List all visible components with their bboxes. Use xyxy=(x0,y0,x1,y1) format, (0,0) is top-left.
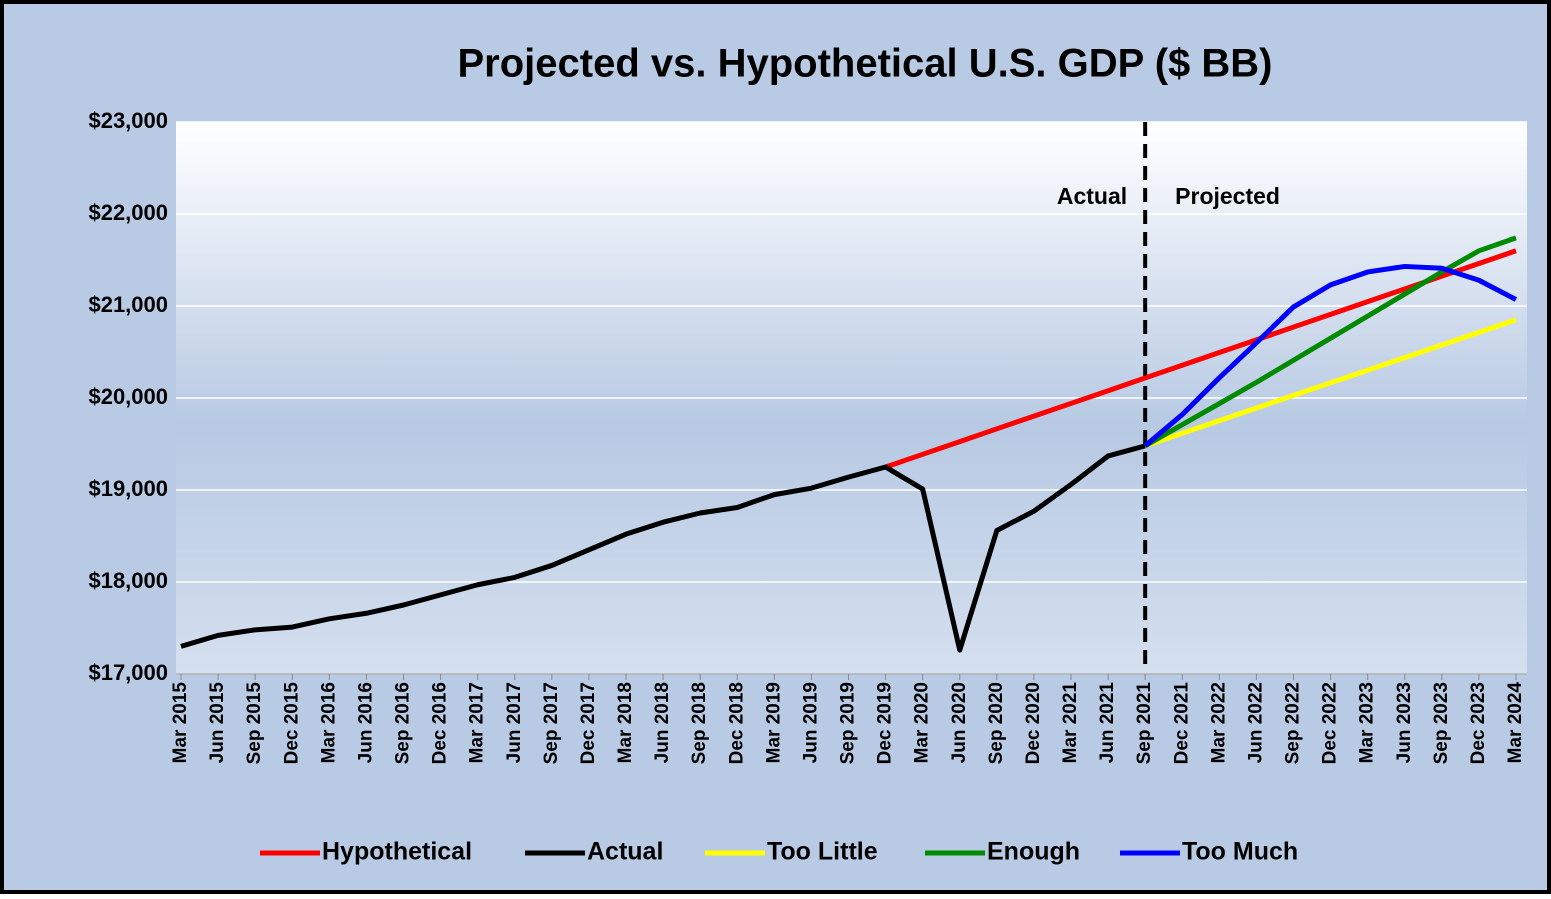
x-tick-label: Jun 2016 xyxy=(355,682,376,763)
x-tick-label: Dec 2020 xyxy=(1023,682,1044,764)
legend-label: Too Little xyxy=(767,838,878,866)
x-tick-label: Dec 2022 xyxy=(1320,682,1341,764)
y-tick-label: $22,000 xyxy=(88,200,168,225)
x-tick-label: Jun 2018 xyxy=(652,682,673,763)
legend-label: Enough xyxy=(987,838,1080,866)
series-line xyxy=(1144,317,1517,449)
x-tick-label: Mar 2023 xyxy=(1357,682,1378,763)
y-tick-label: $21,000 xyxy=(88,292,168,317)
x-tick-label: Mar 2016 xyxy=(318,682,339,763)
legend-label: Too Much xyxy=(1182,838,1298,866)
y-tick-label: $19,000 xyxy=(88,476,168,501)
x-tick-label: Dec 2017 xyxy=(578,682,599,764)
y-tick-label: $17,000 xyxy=(88,660,168,685)
chart-title: Projected vs. Hypothetical U.S. GDP ($ B… xyxy=(457,42,1272,86)
x-tick-label: Sep 2015 xyxy=(244,682,265,765)
legend-label: Hypothetical xyxy=(322,838,472,866)
x-tick-label: Dec 2016 xyxy=(430,682,451,764)
x-tick-label: Sep 2018 xyxy=(689,682,710,764)
x-tick-label: Mar 2021 xyxy=(1060,682,1081,764)
y-tick-label: $23,000 xyxy=(88,108,168,133)
x-tick-label: Dec 2015 xyxy=(281,682,302,765)
y-tick-label: $20,000 xyxy=(88,384,168,409)
x-tick-label: Sep 2023 xyxy=(1431,682,1452,764)
annotation: Projected xyxy=(1175,183,1280,209)
x-tick-label: Sep 2016 xyxy=(393,682,414,764)
y-tick-label: $18,000 xyxy=(88,568,168,593)
x-tick-label: Sep 2021 xyxy=(1134,682,1155,765)
x-tick-label: Jun 2021 xyxy=(1097,682,1118,764)
x-tick-label: Mar 2017 xyxy=(467,682,488,763)
x-tick-label: Sep 2017 xyxy=(541,682,562,764)
x-tick-label: Mar 2022 xyxy=(1208,682,1229,763)
x-tick-label: Jun 2017 xyxy=(504,682,525,763)
x-tick-label: Jun 2020 xyxy=(949,682,970,763)
x-tick-label: Mar 2018 xyxy=(615,682,636,763)
x-tick-label: Mar 2020 xyxy=(912,682,933,763)
series-line xyxy=(1143,235,1517,449)
x-tick-label: Jun 2022 xyxy=(1245,682,1266,763)
x-tick-label: Dec 2019 xyxy=(875,682,896,764)
x-tick-label: Sep 2022 xyxy=(1283,682,1304,764)
x-tick-label: Jun 2019 xyxy=(800,682,821,763)
x-tick-label: Mar 2019 xyxy=(763,682,784,763)
x-tick-label: Jun 2023 xyxy=(1394,682,1415,763)
legend-label: Actual xyxy=(587,838,663,866)
series-line xyxy=(180,443,1146,653)
x-tick-label: Dec 2021 xyxy=(1171,682,1192,765)
series-line xyxy=(884,248,1517,470)
x-tick-label: Sep 2020 xyxy=(986,682,1007,764)
series-line xyxy=(1143,263,1518,448)
x-tick-label: Dec 2023 xyxy=(1468,682,1489,764)
x-tick-label: Mar 2015 xyxy=(170,682,191,764)
x-tick-label: Dec 2018 xyxy=(726,682,747,764)
x-tick-label: Sep 2019 xyxy=(838,682,859,764)
x-tick-label: Jun 2015 xyxy=(207,682,228,764)
annotation: Actual xyxy=(1057,183,1127,209)
x-tick-label: Mar 2024 xyxy=(1505,682,1526,764)
